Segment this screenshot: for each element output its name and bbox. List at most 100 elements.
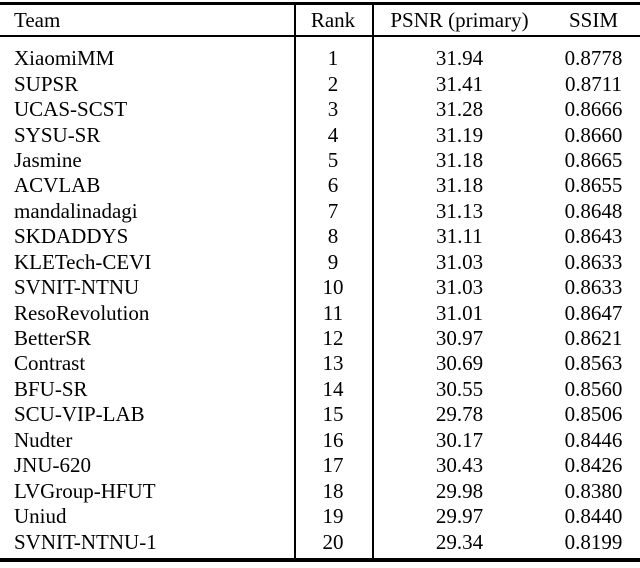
table-row: ResoRevolution 11 31.01 0.8647: [0, 300, 640, 325]
ssim-cell: 0.8665: [564, 147, 623, 172]
table-row: JNU-620 17 30.43 0.8426: [0, 453, 640, 478]
ssim-cell: 0.8633: [564, 249, 623, 274]
rank-cell: 11: [322, 300, 344, 325]
ssim-cell: 0.8426: [564, 453, 623, 478]
ssim-cell: 0.8506: [564, 402, 623, 427]
header-separator-rule: [0, 35, 640, 37]
psnr-cell: 31.19: [435, 122, 484, 147]
ssim-cell: 0.8560: [564, 376, 623, 401]
rank-cell: 10: [322, 275, 344, 300]
psnr-cell: 30.55: [435, 376, 484, 401]
ssim-cell: 0.8711: [565, 71, 622, 96]
ssim-cell: 0.8647: [564, 300, 623, 325]
team-cell: XiaomiMM: [14, 46, 115, 71]
ssim-cell: 0.8633: [564, 275, 623, 300]
table-bottom-rule: [0, 558, 640, 562]
rank-cell: 20: [322, 529, 344, 554]
psnr-cell: 29.98: [435, 478, 484, 503]
team-cell: ACVLAB: [14, 173, 101, 198]
team-cell: SUPSR: [14, 71, 79, 96]
team-cell: LVGroup-HFUT: [14, 478, 156, 503]
team-cell: JNU-620: [14, 453, 91, 478]
table-row: UCAS-SCST 3 31.28 0.8666: [0, 97, 640, 122]
table-header-row: Team Rank PSNR (primary) SSIM: [0, 5, 640, 35]
team-cell: ResoRevolution: [14, 300, 150, 325]
team-cell: SVNIT-NTNU: [14, 275, 140, 300]
psnr-cell: 29.78: [435, 402, 484, 427]
team-cell: Nudter: [14, 427, 73, 452]
psnr-cell: 30.43: [435, 453, 484, 478]
ssim-cell: 0.8380: [564, 478, 623, 503]
psnr-cell: 31.18: [435, 173, 484, 198]
rank-cell: 1: [327, 46, 339, 71]
rank-cell: 9: [327, 249, 339, 274]
table-top-rule: [0, 2, 640, 5]
team-cell: Jasmine: [14, 147, 82, 172]
psnr-cell: 31.01: [435, 300, 484, 325]
table-row: mandalinadagi 7 31.13 0.8648: [0, 199, 640, 224]
table-row: Jasmine 5 31.18 0.8665: [0, 148, 640, 173]
rank-cell: 15: [322, 402, 344, 427]
table-row: SVNIT-NTNU 10 31.03 0.8633: [0, 275, 640, 300]
ssim-cell: 0.8563: [564, 351, 623, 376]
rank-cell: 4: [327, 122, 339, 147]
rank-cell: 2: [327, 71, 339, 96]
column-header-psnr: PSNR (primary): [390, 7, 529, 32]
team-cell: BFU-SR: [14, 376, 88, 401]
table-row: LVGroup-HFUT 18 29.98 0.8380: [0, 478, 640, 503]
psnr-cell: 31.41: [435, 71, 484, 96]
table-row: Contrast 13 30.69 0.8563: [0, 351, 640, 376]
psnr-cell: 30.97: [435, 326, 484, 351]
team-cell: SCU-VIP-LAB: [14, 402, 145, 427]
table-row: Uniud 19 29.97 0.8440: [0, 504, 640, 529]
rank-cell: 18: [322, 478, 344, 503]
psnr-cell: 30.69: [435, 351, 484, 376]
table-row: SKDADDYS 8 31.11 0.8643: [0, 224, 640, 249]
psnr-cell: 29.34: [435, 529, 484, 554]
rank-cell: 5: [327, 147, 339, 172]
table-row: KLETech-CEVI 9 31.03 0.8633: [0, 250, 640, 275]
team-cell: mandalinadagi: [14, 198, 138, 223]
table-row: XiaomiMM 1 31.94 0.8778: [0, 46, 640, 71]
column-header-team: Team: [14, 7, 61, 32]
table-row: SYSU-SR 4 31.19 0.8660: [0, 122, 640, 147]
rank-cell: 7: [327, 198, 339, 223]
ssim-cell: 0.8440: [564, 504, 623, 529]
table-body: XiaomiMM 1 31.94 0.8778 SUPSR 2 31.41 0.8711 UCA…: [0, 46, 640, 555]
vertical-rule-team-rank: [294, 5, 296, 558]
ssim-cell: 0.8621: [564, 326, 623, 351]
psnr-cell: 31.03: [435, 275, 484, 300]
psnr-cell: 31.94: [435, 46, 484, 71]
rank-cell: 12: [322, 326, 344, 351]
ssim-cell: 0.8655: [564, 173, 623, 198]
psnr-cell: 29.97: [435, 504, 484, 529]
ssim-cell: 0.8666: [564, 97, 623, 122]
rank-cell: 19: [322, 504, 344, 529]
rank-cell: 16: [322, 427, 344, 452]
vertical-rule-rank-psnr: [372, 5, 374, 558]
psnr-cell: 31.13: [435, 198, 484, 223]
table-row: SVNIT-NTNU-1 20 29.34 0.8199: [0, 529, 640, 554]
team-cell: SYSU-SR: [14, 122, 101, 147]
team-cell: BetterSR: [14, 326, 91, 351]
rank-cell: 14: [322, 376, 344, 401]
psnr-cell: 31.11: [436, 224, 483, 249]
team-cell: Uniud: [14, 504, 67, 529]
rank-cell: 6: [327, 173, 339, 198]
ssim-cell: 0.8660: [564, 122, 623, 147]
psnr-cell: 31.03: [435, 249, 484, 274]
ssim-cell: 0.8648: [564, 198, 623, 223]
table-row: BFU-SR 14 30.55 0.8560: [0, 377, 640, 402]
team-cell: SKDADDYS: [14, 224, 129, 249]
ssim-cell: 0.8446: [564, 427, 623, 452]
rank-cell: 13: [322, 351, 344, 376]
psnr-cell: 30.17: [435, 427, 484, 452]
table-row: ACVLAB 6 31.18 0.8655: [0, 173, 640, 198]
ssim-cell: 0.8199: [564, 529, 623, 554]
table-row: Nudter 16 30.17 0.8446: [0, 428, 640, 453]
ssim-cell: 0.8778: [564, 46, 623, 71]
psnr-cell: 31.18: [435, 147, 484, 172]
column-header-rank: Rank: [310, 7, 356, 32]
table-row: BetterSR 12 30.97 0.8621: [0, 326, 640, 351]
